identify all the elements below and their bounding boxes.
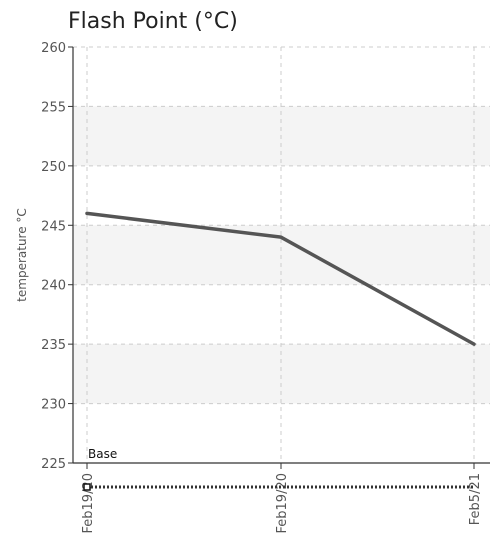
y-tick-label: 245 (41, 219, 66, 234)
data-point (279, 235, 283, 239)
baseline-label: Base (88, 447, 117, 461)
baseline-layer: Base (83, 447, 474, 491)
y-tick-label: 250 (41, 160, 66, 175)
y-tick-label: 230 (41, 398, 66, 413)
axes (68, 46, 490, 469)
x-tick-label: Feb19/20 (275, 473, 290, 533)
y-tick-label: 260 (41, 41, 66, 56)
y-tick-label: 225 (41, 457, 66, 472)
y-tick-label: 240 (41, 279, 66, 294)
x-tick-labels: Feb19/20 Feb19/20 Feb5/21 (81, 473, 483, 533)
baseline-marker (83, 483, 91, 491)
y-tick-labels: 225 230 235 240 245 250 255 260 (41, 41, 66, 472)
data-point (472, 342, 476, 346)
data-point (85, 211, 89, 215)
chart-title: Flash Point (°C) (68, 9, 238, 34)
y-tick-label: 255 (41, 100, 66, 115)
x-tick-label: Feb19/20 (81, 473, 96, 533)
x-tick-label: Feb5/21 (468, 473, 483, 525)
series-layer (85, 211, 476, 346)
grid-lines (73, 46, 490, 463)
y-axis-label: temperature °C (15, 208, 29, 302)
y-tick-label: 235 (41, 338, 66, 353)
